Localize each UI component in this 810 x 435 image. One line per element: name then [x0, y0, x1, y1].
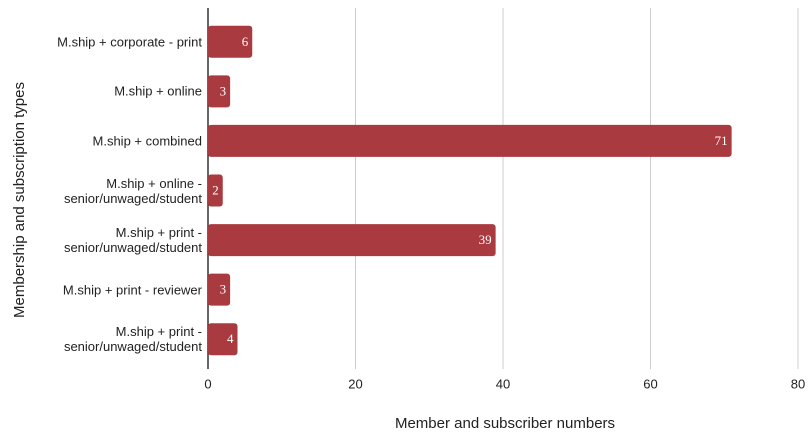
- value-label: 6: [242, 34, 249, 49]
- value-label: 3: [220, 282, 227, 297]
- x-tick-label: 80: [791, 376, 805, 391]
- x-tick-label: 20: [348, 376, 362, 391]
- y-tick-label: M.ship + print - senior/unwaged/student: [63, 324, 202, 355]
- y-axis-label: Membership and subscription types: [11, 82, 28, 318]
- y-tick-label: M.ship + combined: [92, 133, 202, 149]
- x-tick-label: 0: [204, 376, 211, 391]
- value-label: 3: [220, 83, 227, 98]
- y-tick-label: M.ship + online - senior/unwaged/student: [63, 175, 202, 206]
- y-tick-label: M.ship + print - senior/unwaged/student: [63, 225, 202, 256]
- x-tick-label: 60: [643, 376, 657, 391]
- bar: [208, 124, 732, 157]
- x-axis-label: Member and subscriber numbers: [395, 415, 615, 432]
- bar: [208, 174, 223, 207]
- value-label: 39: [479, 232, 492, 247]
- bar: [208, 224, 496, 257]
- x-tick-label: 40: [496, 376, 510, 391]
- y-tick-label: M.ship + corporate - print: [57, 34, 202, 50]
- value-label: 71: [715, 133, 728, 148]
- y-tick-label: M.ship + online: [114, 83, 202, 99]
- y-tick-label: M.ship + print - reviewer: [62, 282, 202, 298]
- bar: [208, 75, 231, 108]
- value-label: 4: [227, 331, 234, 346]
- bar: [208, 323, 238, 356]
- bar: [208, 25, 253, 58]
- bar: [208, 273, 231, 306]
- value-label: 2: [212, 182, 219, 197]
